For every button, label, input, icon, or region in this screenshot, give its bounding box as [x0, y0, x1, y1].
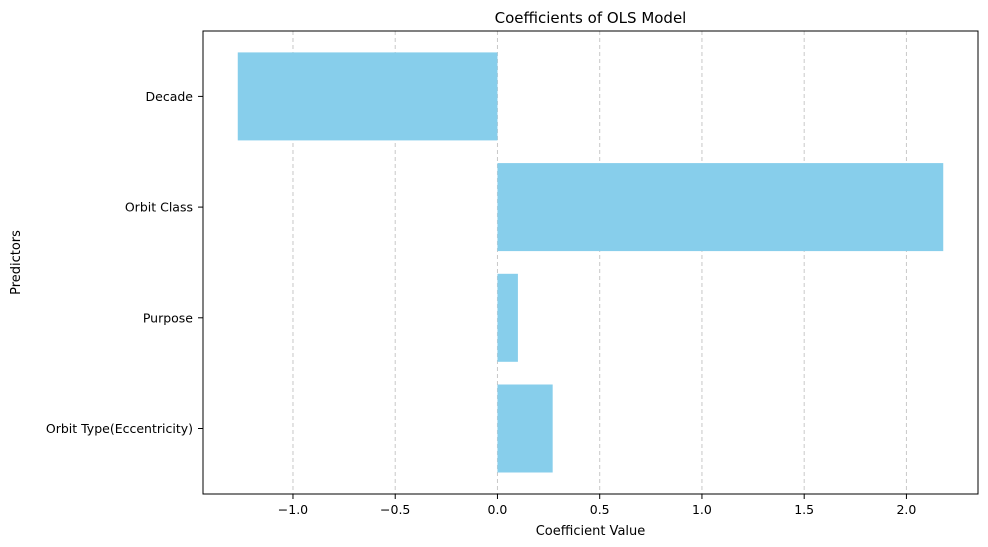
y-tick-label: Decade — [146, 89, 194, 104]
bar-purpose — [497, 273, 518, 362]
y-axis-label: Predictors — [9, 230, 24, 295]
x-axis-label: Coefficient Value — [536, 524, 646, 539]
bar-orbit-type-eccentricity — [497, 384, 553, 473]
x-tick-label: −0.5 — [380, 502, 410, 517]
plot-frame — [202, 30, 979, 495]
bar-layer — [237, 52, 944, 473]
y-tick-label: Orbit Type(Eccentricity) — [46, 421, 193, 436]
bar-decade — [237, 52, 498, 141]
x-tick-label: 2.0 — [896, 502, 916, 517]
chart-title: Coefficients of OLS Model — [495, 9, 687, 27]
x-tick-label: 1.5 — [794, 502, 814, 517]
bar-orbit-class — [497, 163, 944, 252]
y-tick-label: Purpose — [143, 310, 193, 325]
x-tick-label: 0.0 — [488, 502, 508, 517]
x-tick-label: 1.0 — [692, 502, 712, 517]
x-tick-layer: −1.0 −0.5 0.0 0.5 1.0 1.5 2.0 — [278, 494, 916, 517]
x-tick-label: 0.5 — [590, 502, 610, 517]
x-tick-label: −1.0 — [278, 502, 308, 517]
y-tick-label: Orbit Class — [125, 200, 193, 215]
y-tick-layer: Orbit Type(Eccentricity) Purpose Orbit Cla… — [46, 89, 203, 436]
